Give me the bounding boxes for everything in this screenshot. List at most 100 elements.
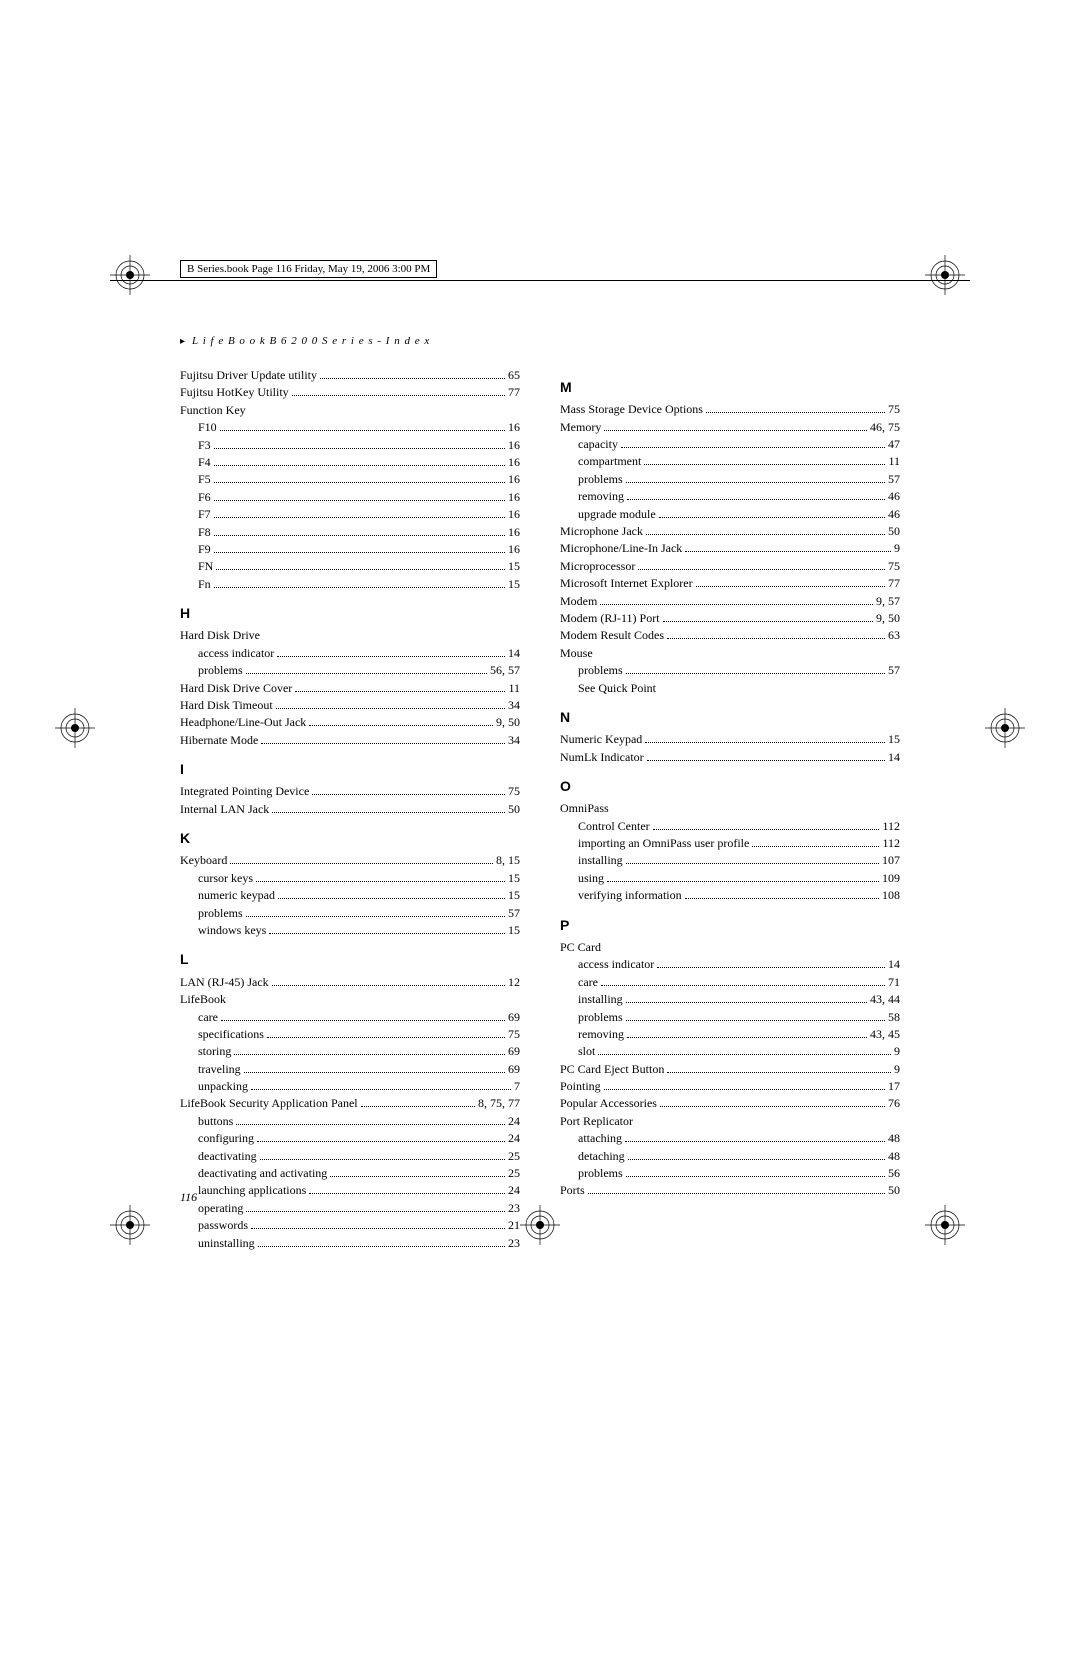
index-entry: buttons24 [180,1113,520,1130]
index-entry: deactivating and activating25 [180,1165,520,1182]
index-entry-page: 76 [888,1095,900,1112]
index-entry: importing an OmniPass user profile112 [560,835,900,852]
index-entry: numeric keypad15 [180,887,520,904]
index-entry-page: 11 [508,680,520,697]
index-entry-label: F9 [198,541,211,558]
index-entry-label: uninstalling [198,1235,255,1252]
page-content: L i f e B o o k B 6 2 0 0 S e r i e s - … [180,290,900,1252]
index-entry-label: cursor keys [198,870,253,887]
dot-leader [621,439,885,448]
index-entry-label: unpacking [198,1078,248,1095]
index-entry-page: 50 [508,801,520,818]
dot-leader [246,1202,505,1211]
index-entry-label: problems [578,1165,623,1182]
index-column-right: MMass Storage Device Options75Memory46, … [560,367,900,1252]
dot-leader [638,560,885,569]
index-entry: Numeric Keypad 15 [560,731,900,748]
dot-leader [645,734,885,743]
index-entry: Hard Disk Timeout34 [180,697,520,714]
index-entry-label: access indicator [578,956,654,973]
index-entry-label: Fn [198,576,211,593]
dot-leader [292,387,505,396]
dot-leader [659,508,885,517]
index-entry-label: installing [578,991,623,1008]
index-entry-page: 108 [882,887,900,904]
index-entry: care71 [560,974,900,991]
index-entry: Hard Disk Drive Cover 11 [180,680,520,697]
index-entry: access indicator14 [560,956,900,973]
registration-mark-icon [925,1205,965,1245]
index-entry-page: 24 [508,1182,520,1199]
index-entry-label: Mouse [560,645,593,662]
index-entry-page: 69 [508,1009,520,1026]
index-entry-label: upgrade module [578,506,656,523]
dot-leader [626,1168,885,1177]
dot-leader [272,803,505,812]
index-entry: problems56, 57 [180,662,520,679]
index-entry-label: passwords [198,1217,248,1234]
index-entry-label: FN [198,558,213,575]
index-entry: FN15 [180,558,520,575]
index-entry-label: Port Replicator [560,1113,633,1130]
dot-leader [246,665,487,674]
index-entry-label: Numeric Keypad [560,731,642,748]
index-entry-page: 56 [888,1165,900,1182]
index-column-left: Fujitsu Driver Update utility65Fujitsu H… [180,367,520,1252]
index-entry-page: 12 [508,974,520,991]
index-entry-label: Internal LAN Jack [180,801,269,818]
dot-leader [244,1063,505,1072]
index-entry-label: Microsoft Internet Explorer [560,575,693,592]
dot-leader [214,509,505,518]
index-entry-page: 15 [888,731,900,748]
index-entry-page: 57 [888,471,900,488]
index-entry-page: 46 [888,506,900,523]
index-entry-page: 65 [508,367,520,384]
index-entry: Fujitsu Driver Update utility65 [180,367,520,384]
index-entry-label: Hard Disk Drive Cover [180,680,292,697]
index-entry: traveling69 [180,1061,520,1078]
dot-leader [685,890,879,899]
index-entry-label: windows keys [198,922,266,939]
registration-mark-icon [110,255,150,295]
index-entry: specifications75 [180,1026,520,1043]
index-entry: installing43, 44 [560,991,900,1008]
index-entry: LifeBook [180,991,520,1008]
index-entry-label: Hibernate Mode [180,732,258,749]
index-entry-page: 16 [508,471,520,488]
dot-leader [278,890,505,899]
index-entry: Modem (RJ-11) Port9, 50 [560,610,900,627]
index-entry: removing46 [560,488,900,505]
index-entry-label: Integrated Pointing Device [180,783,309,800]
dot-leader [627,1029,867,1038]
index-entry: Fn15 [180,576,520,593]
index-entry-label: problems [578,471,623,488]
index-entry-page: 43, 45 [870,1026,900,1043]
index-entry: Fujitsu HotKey Utility77 [180,384,520,401]
index-entry-page: 71 [888,974,900,991]
index-entry: F416 [180,454,520,471]
index-entry: problems 56 [560,1165,900,1182]
index-entry-page: 16 [508,437,520,454]
index-entry: slot9 [560,1043,900,1060]
index-entry: using109 [560,870,900,887]
index-entry-page: 69 [508,1043,520,1060]
index-entry: F716 [180,506,520,523]
index-entry: Memory46, 75 [560,419,900,436]
index-entry-label: problems [198,905,243,922]
index-entry-label: See Quick Point [578,680,656,697]
dot-leader [221,1011,505,1020]
dot-leader [600,595,873,604]
index-letter-k: K [180,828,520,848]
index-entry-page: 15 [508,870,520,887]
index-entry: PC Card Eject Button9 [560,1061,900,1078]
index-entry: See Quick Point [560,680,900,697]
index-entry: capacity47 [560,436,900,453]
index-entry: Integrated Pointing Device75 [180,783,520,800]
index-entry-label: Mass Storage Device Options [560,401,703,418]
index-letter-n: N [560,707,900,727]
index-entry: Hard Disk Drive [180,627,520,644]
dot-leader [644,456,885,465]
dot-leader [295,682,505,691]
index-entry-label: Pointing [560,1078,601,1095]
index-entry-page: 23 [508,1235,520,1252]
